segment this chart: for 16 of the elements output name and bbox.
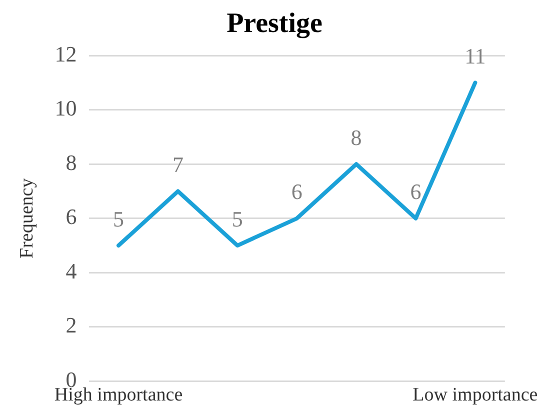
data-label: 6 bbox=[291, 179, 302, 204]
y-tick-label: 2 bbox=[66, 312, 77, 338]
data-label: 11 bbox=[464, 44, 486, 69]
data-label: 5 bbox=[232, 206, 243, 232]
y-tick-label: 8 bbox=[66, 150, 77, 175]
y-tick-label: 6 bbox=[66, 204, 77, 230]
y-tick-label: 4 bbox=[66, 258, 77, 284]
data-label: 7 bbox=[172, 152, 184, 178]
y-axis-title: Frequency bbox=[16, 178, 38, 258]
chart-title: Prestige bbox=[226, 8, 322, 40]
data-label: 5 bbox=[113, 206, 124, 232]
y-tick-label: 12 bbox=[54, 41, 77, 66]
y-tick-label: 10 bbox=[54, 96, 77, 121]
data-label: 6 bbox=[410, 179, 422, 204]
x-tick-label: Low importance bbox=[412, 384, 538, 406]
data-label: 8 bbox=[350, 124, 362, 150]
